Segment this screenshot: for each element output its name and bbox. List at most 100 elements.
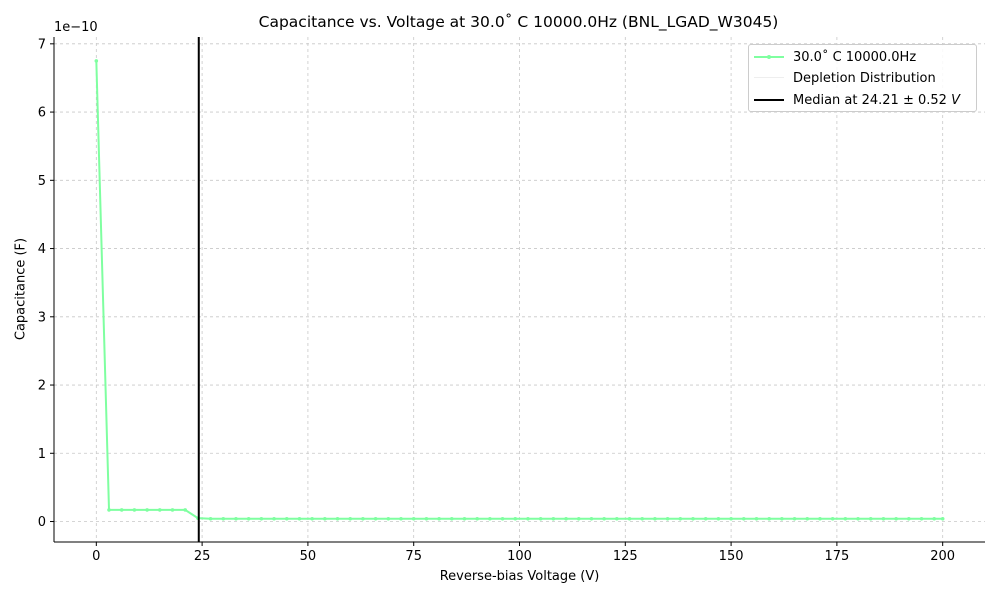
data-point: [881, 516, 886, 521]
data-point: [940, 516, 945, 521]
data-point: [234, 516, 238, 521]
data-point: [119, 508, 124, 512]
data-point: [208, 516, 213, 521]
data-point: [792, 516, 797, 521]
x-tick-label: 100: [507, 549, 532, 564]
x-tick-label: 25: [194, 549, 211, 564]
data-point: [818, 516, 822, 521]
legend-label-series: 30.0˚ C 10000.0Hz: [793, 49, 917, 65]
data-point: [348, 516, 353, 521]
data-point: [589, 516, 594, 521]
data-point: [259, 516, 264, 521]
data-point: [221, 516, 226, 521]
data-point: [361, 516, 365, 521]
x-tick-label: 0: [92, 549, 100, 564]
data-point: [488, 516, 492, 521]
data-point: [640, 516, 645, 521]
data-point: [741, 516, 746, 521]
y-tick-label: 2: [38, 379, 46, 394]
data-point: [907, 516, 911, 521]
data-point: [754, 516, 759, 521]
data-point: [399, 516, 403, 521]
data-point: [805, 516, 810, 521]
x-tick-label: 50: [300, 549, 317, 564]
y-tick-label: 6: [38, 106, 46, 121]
legend-item-series: 30.0˚ C 10000.0Hz: [749, 47, 916, 67]
x-tick-label: 75: [405, 549, 422, 564]
data-point: [157, 508, 162, 512]
data-point: [894, 516, 898, 521]
data-point: [475, 516, 479, 521]
data-point: [145, 508, 149, 512]
y-tick-label: 7: [38, 37, 46, 52]
data-point: [856, 516, 860, 521]
data-point: [170, 508, 175, 512]
legend-item-depletion: Depletion Distribution: [749, 68, 936, 88]
data-point: [386, 516, 391, 521]
y-tick-label: 3: [38, 310, 46, 325]
data-point: [500, 516, 505, 521]
legend-label-median: Median at 24.21 ± 0.52 V: [793, 92, 960, 108]
data-point: [932, 516, 937, 521]
data-point: [335, 516, 340, 521]
data-point: [627, 516, 632, 521]
y-tick-label: 4: [38, 242, 46, 257]
data-point: [551, 516, 556, 521]
data-point: [729, 516, 733, 521]
data-point: [107, 508, 111, 512]
data-point: [830, 516, 835, 521]
y-tick-label: 1: [38, 447, 46, 462]
data-point: [310, 516, 314, 521]
data-point: [183, 508, 187, 512]
data-point: [868, 516, 873, 521]
legend-label-depletion: Depletion Distribution: [793, 70, 936, 86]
data-point: [513, 516, 518, 521]
data-point: [297, 516, 302, 521]
data-point: [424, 516, 429, 521]
y-axis-label: Capacitance (F): [13, 237, 29, 341]
x-tick-label: 200: [930, 549, 955, 564]
x-axis-label: Reverse-bias Voltage (V): [439, 569, 600, 584]
data-point: [653, 516, 657, 521]
data-point: [843, 516, 848, 521]
y-tick-label: 0: [38, 515, 46, 530]
data-point: [665, 516, 670, 521]
data-point: [691, 516, 695, 521]
data-point: [246, 516, 251, 521]
data-point: [437, 516, 441, 521]
data-point: [526, 516, 530, 521]
data-point: [919, 516, 924, 521]
x-tick-label: 125: [613, 549, 638, 564]
y-offset-text: 1e−10: [54, 20, 98, 35]
data-point: [449, 516, 454, 521]
data-point: [564, 516, 568, 521]
data-point: [94, 59, 99, 63]
data-point: [538, 516, 543, 521]
chart-title: Capacitance vs. Voltage at 30.0˚ C 10000…: [258, 13, 779, 31]
data-point: [716, 516, 721, 521]
data-point: [678, 516, 683, 521]
legend-swatch-series: [754, 47, 784, 67]
data-point: [767, 516, 771, 521]
legend-item-median: Median at 24.21 ± 0.52 V: [749, 90, 960, 110]
x-tick-label: 150: [719, 549, 744, 564]
data-point: [615, 516, 619, 521]
data-point: [323, 516, 327, 521]
data-point: [703, 516, 708, 521]
legend: 30.0˚ C 10000.0Hz Depletion Distribution…: [748, 44, 977, 112]
data-point: [284, 516, 289, 521]
data-point: [272, 516, 276, 521]
data-point: [780, 516, 784, 521]
data-point: [132, 508, 137, 512]
data-point: [602, 516, 606, 521]
data-point: [576, 516, 581, 521]
legend-swatch-depletion: [754, 68, 784, 88]
series-line-30C-10000Hz: [95, 60, 943, 520]
data-point: [411, 516, 416, 521]
data-point: [462, 516, 467, 521]
legend-swatch-median: [754, 90, 784, 110]
x-tick-label: 175: [824, 549, 849, 564]
data-point: [373, 516, 378, 521]
y-tick-label: 5: [38, 174, 46, 189]
